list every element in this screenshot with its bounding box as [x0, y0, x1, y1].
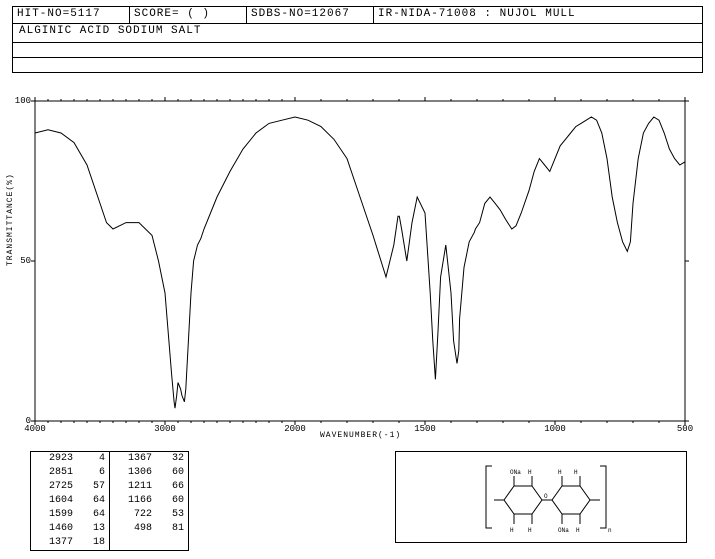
svg-text:H: H [510, 527, 514, 534]
peak-cell: 13 [77, 522, 109, 536]
peak-cell: 64 [77, 494, 109, 508]
svg-text:H: H [574, 469, 578, 476]
peak-cell: 4 [77, 452, 109, 466]
svg-text:H: H [576, 527, 580, 534]
peak-cell: 60 [156, 466, 188, 480]
structure-diagram: O ONa H H H H H ONa H n [396, 452, 686, 542]
peak-cell: 722 [110, 508, 156, 522]
xtick-label: 1000 [544, 424, 566, 434]
peak-cell: 18 [77, 536, 109, 550]
peak-cell: 57 [77, 480, 109, 494]
peak-cell [156, 536, 188, 550]
peak-cell: 66 [156, 480, 188, 494]
svg-text:ONa: ONa [510, 469, 521, 476]
ytick-label: 50 [1, 256, 31, 266]
structure-n: n [608, 527, 612, 534]
peak-cell: 2725 [31, 480, 77, 494]
xtick-label: 500 [677, 424, 693, 434]
svg-text:H: H [528, 469, 532, 476]
peak-cell: 1211 [110, 480, 156, 494]
peak-cell: 64 [77, 508, 109, 522]
structure-box: O ONa H H H H H ONa H n [395, 451, 687, 543]
peak-cell: 32 [156, 452, 188, 466]
peak-cell [110, 536, 156, 550]
spectrum-chart [0, 6, 715, 441]
peak-cell: 498 [110, 522, 156, 536]
svg-text:ONa: ONa [558, 527, 569, 534]
svg-text:O: O [544, 493, 548, 500]
ytick-label: 100 [1, 96, 31, 106]
svg-text:H: H [528, 527, 532, 534]
peak-cell: 2851 [31, 466, 77, 480]
peak-cell: 1604 [31, 494, 77, 508]
svg-text:H: H [558, 469, 562, 476]
peak-cell: 1306 [110, 466, 156, 480]
xtick-label: 4000 [24, 424, 46, 434]
peak-cell: 2923 [31, 452, 77, 466]
xtick-label: 2000 [284, 424, 306, 434]
xtick-label: 1500 [414, 424, 436, 434]
peak-cell: 1377 [31, 536, 77, 550]
peak-cell: 1166 [110, 494, 156, 508]
peak-cell: 1460 [31, 522, 77, 536]
peak-cell: 1367 [110, 452, 156, 466]
peak-cell: 60 [156, 494, 188, 508]
peak-cell: 6 [77, 466, 109, 480]
xtick-label: 3000 [154, 424, 176, 434]
peak-cell: 1599 [31, 508, 77, 522]
peak-cell: 53 [156, 508, 188, 522]
peak-cell: 81 [156, 522, 188, 536]
peak-table: 2923285127251604159914601377 46576464131… [30, 451, 189, 551]
